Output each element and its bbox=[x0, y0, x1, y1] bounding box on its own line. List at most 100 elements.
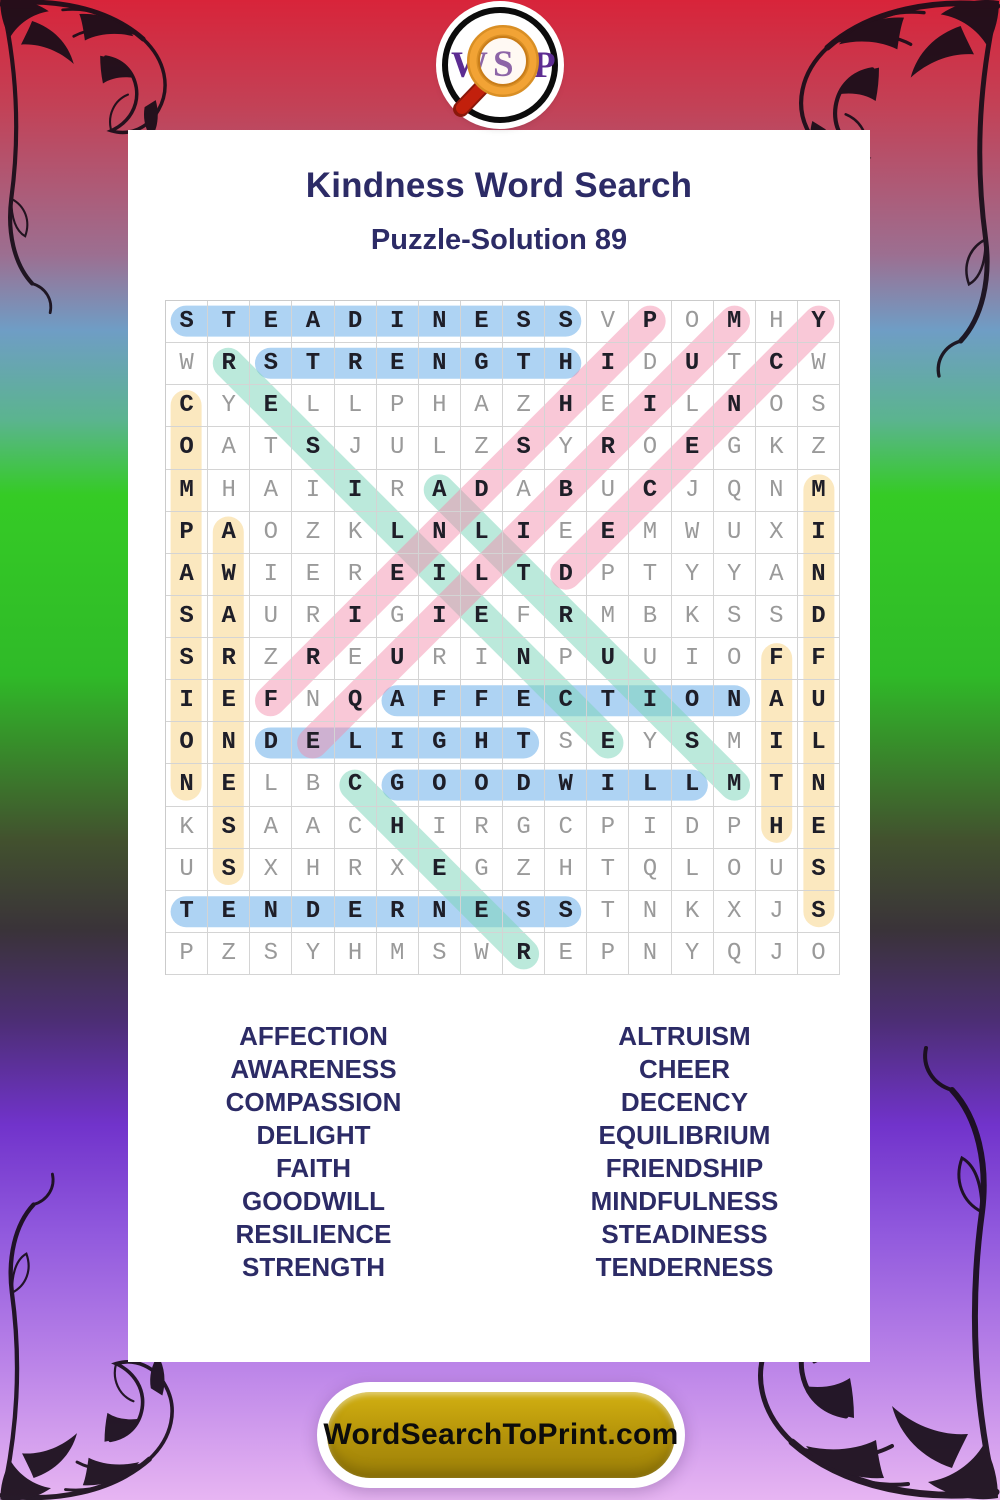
grid-cell: S bbox=[208, 848, 251, 891]
grid-cell: I bbox=[629, 806, 672, 849]
grid-cell: O bbox=[713, 638, 756, 681]
grid-cell: S bbox=[503, 301, 546, 344]
grid-cell: K bbox=[166, 806, 209, 849]
grid-cell: I bbox=[503, 511, 546, 554]
grid-cell: Y bbox=[545, 427, 588, 470]
grid-cell: U bbox=[587, 638, 630, 681]
grid-cell: O bbox=[671, 301, 714, 344]
word-list: AFFECTION AWARENESS COMPASSION DELIGHT FAITH… bbox=[128, 1020, 870, 1284]
grid-cell: N bbox=[418, 343, 461, 386]
grid-cell: G bbox=[376, 595, 419, 638]
grid-cell: O bbox=[250, 511, 293, 554]
grid-cell: L bbox=[376, 511, 419, 554]
grid-cell: A bbox=[208, 427, 251, 470]
grid-cell: P bbox=[587, 932, 630, 975]
grid-cell: H bbox=[545, 385, 588, 428]
grid-cell: E bbox=[208, 890, 251, 933]
grid-cell: U bbox=[376, 638, 419, 681]
word-list-item: DELIGHT bbox=[256, 1120, 371, 1150]
grid-cell: S bbox=[797, 385, 840, 428]
grid-cell: N bbox=[292, 680, 335, 723]
grid-cell: I bbox=[797, 511, 840, 554]
grid-cell: N bbox=[503, 638, 546, 681]
grid-cell: C bbox=[755, 343, 798, 386]
grid-cell: Z bbox=[503, 385, 546, 428]
grid-cell: T bbox=[503, 553, 546, 596]
word-list-item: COMPASSION bbox=[225, 1087, 402, 1117]
grid-cell: N bbox=[418, 890, 461, 933]
grid-cell: B bbox=[629, 595, 672, 638]
grid-cell: I bbox=[629, 385, 672, 428]
grid-cell: A bbox=[250, 806, 293, 849]
grid-cell: H bbox=[292, 848, 335, 891]
grid-cell: E bbox=[503, 680, 546, 723]
grid-cell: J bbox=[671, 469, 714, 512]
grid-cell: Q bbox=[713, 932, 756, 975]
grid-cell: I bbox=[376, 301, 419, 344]
word-list-item: RESILIENCE bbox=[235, 1219, 392, 1249]
grid-cell: N bbox=[713, 680, 756, 723]
grid-cell: E bbox=[376, 343, 419, 386]
grid-cell: M bbox=[797, 469, 840, 512]
grid-cell: Q bbox=[713, 469, 756, 512]
grid-cell: P bbox=[545, 638, 588, 681]
grid-cell: M bbox=[587, 595, 630, 638]
grid-cell: M bbox=[713, 764, 756, 807]
site-banner[interactable]: WordSearchToPrint.com bbox=[317, 1382, 685, 1488]
grid-cell: E bbox=[545, 511, 588, 554]
grid-cell: E bbox=[587, 385, 630, 428]
puzzle-card: Kindness Word Search Puzzle-Solution 89 … bbox=[128, 130, 870, 1362]
grid-cell: N bbox=[208, 722, 251, 765]
grid-cell: A bbox=[755, 680, 798, 723]
grid-cell: I bbox=[671, 638, 714, 681]
grid-cell: E bbox=[250, 385, 293, 428]
site-banner-gold: WordSearchToPrint.com bbox=[323, 1392, 678, 1478]
grid-cell: H bbox=[545, 343, 588, 386]
grid-cell: S bbox=[545, 301, 588, 344]
grid-cell: S bbox=[671, 722, 714, 765]
grid-cell: C bbox=[166, 385, 209, 428]
grid-cell: H bbox=[755, 301, 798, 344]
grid-cell: E bbox=[587, 511, 630, 554]
grid-cell: N bbox=[629, 890, 672, 933]
grid-cell: I bbox=[755, 722, 798, 765]
grid-cell: S bbox=[292, 427, 335, 470]
site-logo[interactable]: W S P bbox=[437, 2, 563, 128]
grid-cell: L bbox=[671, 385, 714, 428]
grid-cell: N bbox=[629, 932, 672, 975]
grid-cell: M bbox=[713, 301, 756, 344]
grid-cell: L bbox=[797, 722, 840, 765]
grid-cell: T bbox=[292, 343, 335, 386]
grid-cell: P bbox=[376, 385, 419, 428]
grid-cell: A bbox=[460, 385, 503, 428]
grid-cell: S bbox=[755, 595, 798, 638]
grid-cell: T bbox=[629, 553, 672, 596]
word-list-item: DECENCY bbox=[620, 1087, 749, 1117]
grid-cell: N bbox=[250, 890, 293, 933]
grid-cell: S bbox=[545, 722, 588, 765]
grid-cell: L bbox=[460, 511, 503, 554]
grid-cell: L bbox=[671, 848, 714, 891]
grid-cell: U bbox=[629, 638, 672, 681]
grid-cell: G bbox=[460, 848, 503, 891]
grid-cell: L bbox=[334, 722, 377, 765]
grid-cell: L bbox=[418, 427, 461, 470]
grid-cell: N bbox=[418, 511, 461, 554]
grid-cell: E bbox=[334, 890, 377, 933]
grid-cell: I bbox=[460, 638, 503, 681]
grid-cell: Y bbox=[629, 722, 672, 765]
grid-cell: O bbox=[755, 385, 798, 428]
grid-cell: M bbox=[376, 932, 419, 975]
grid-cell: J bbox=[755, 932, 798, 975]
grid-cell: A bbox=[376, 680, 419, 723]
grid-cell: A bbox=[418, 469, 461, 512]
grid-cell: D bbox=[545, 553, 588, 596]
grid-cell: N bbox=[713, 385, 756, 428]
grid-cell: U bbox=[166, 848, 209, 891]
grid-cell: H bbox=[418, 385, 461, 428]
grid-cell: H bbox=[460, 722, 503, 765]
grid-cell: I bbox=[250, 553, 293, 596]
word-list-item: GOODWILL bbox=[242, 1186, 385, 1216]
grid-cell: G bbox=[713, 427, 756, 470]
grid-cell: X bbox=[250, 848, 293, 891]
